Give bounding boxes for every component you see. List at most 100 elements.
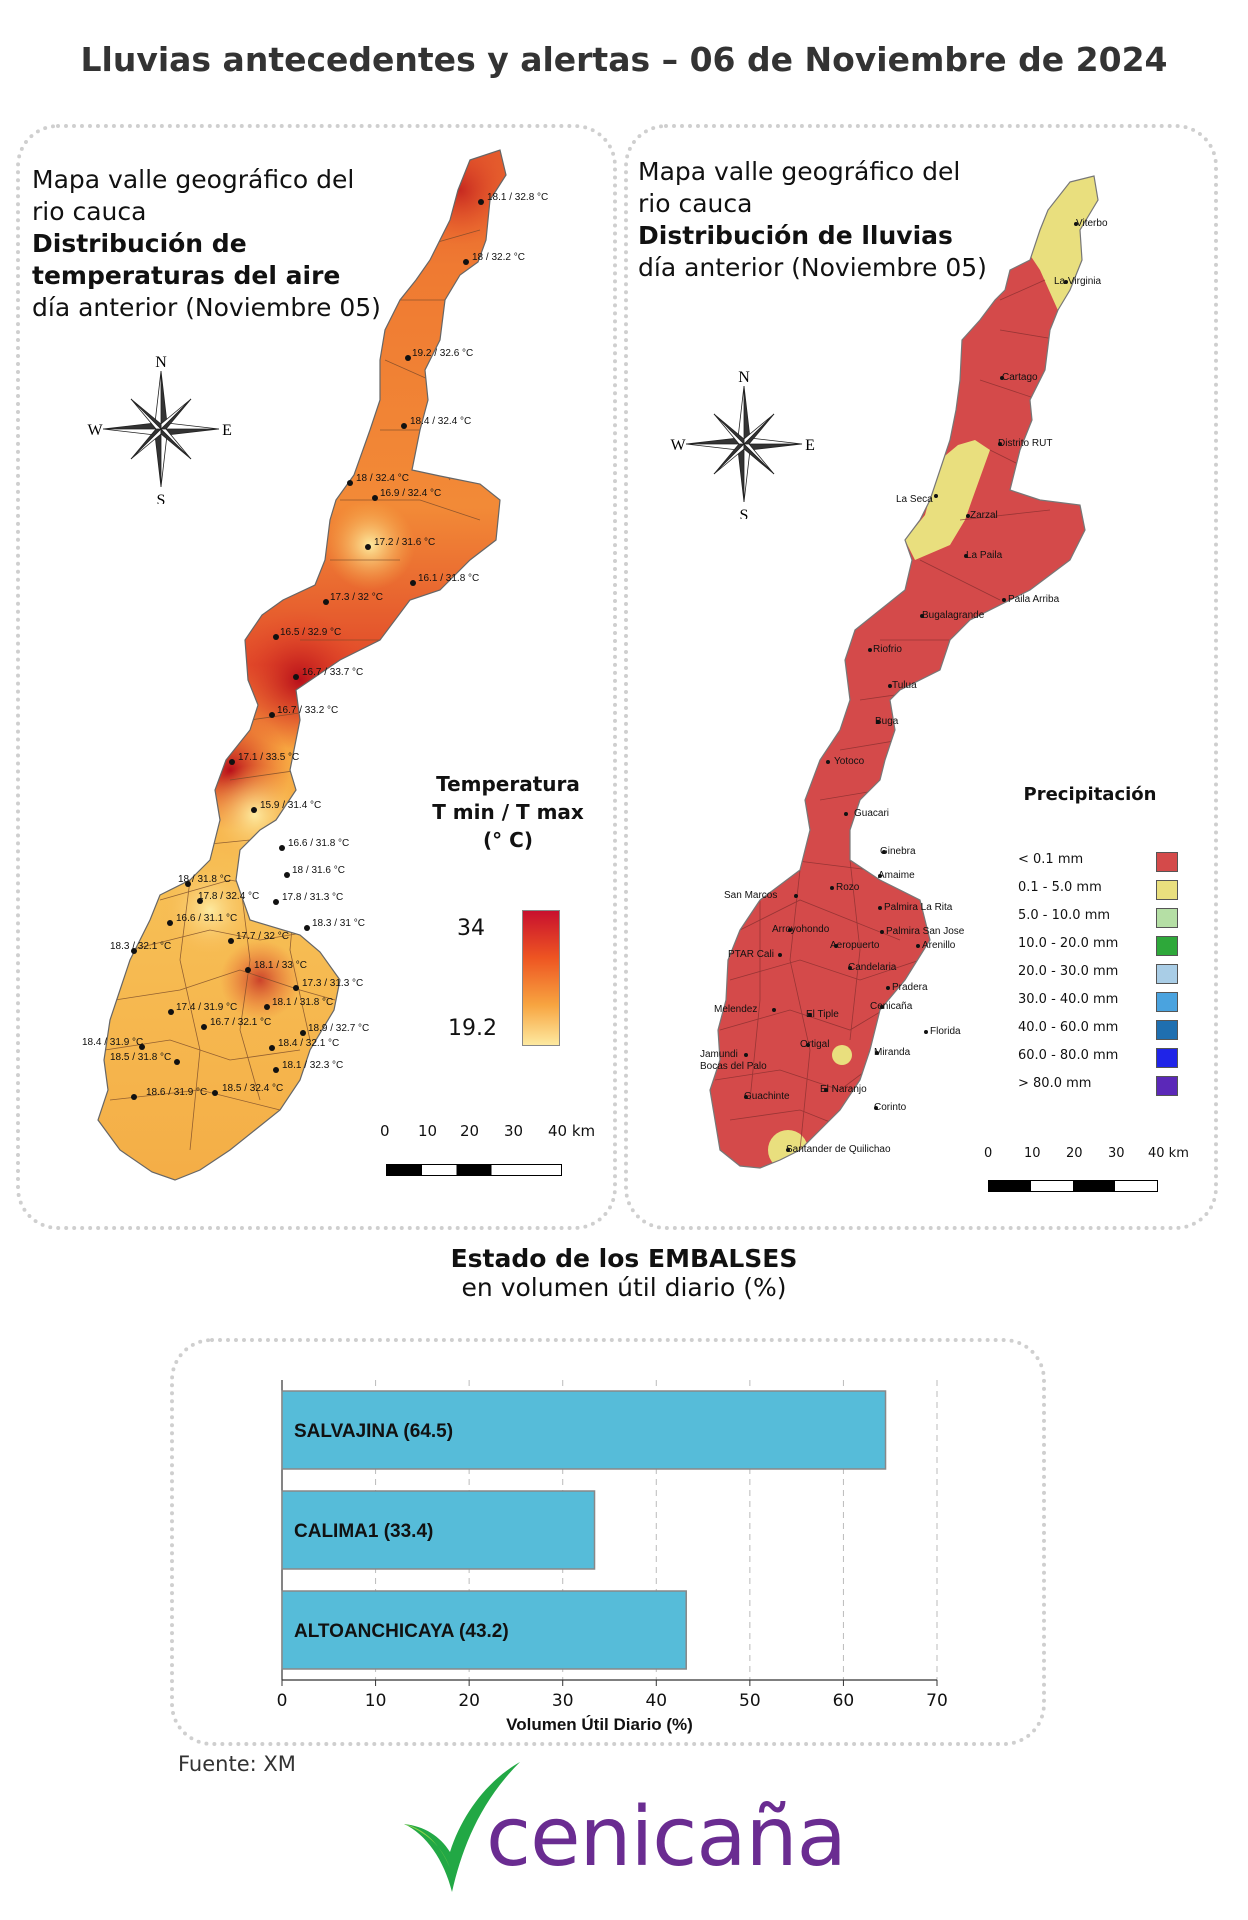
place-label: Palmira La Rita [884,902,953,913]
station-label: 16.6 / 31.8 °C [288,838,349,849]
station-label: 19.2 / 32.6 °C [412,348,473,359]
temperature-legend-title-2: T min / T max [432,800,584,824]
reservoirs-subtitle: en volumen útil diario (%) [461,1273,787,1302]
station-label: 17.3 / 31.3 °C [302,978,363,989]
reservoirs-bar-chart: 0 10 20 30 40 50 60 70 SALVAJINA (64.5) CALIMA1 (… [277,1380,948,1734]
place-marker [1064,280,1068,284]
station-label: 18 / 32.2 °C [472,252,525,263]
bar-label: ALTOANCHICAYA (43.2) [294,1621,509,1642]
temperature-legend-min: 19.2 [448,1016,497,1041]
place-marker [875,1051,879,1055]
station-marker [229,759,235,765]
x-tick-label: 20 [458,1691,480,1711]
place-marker [924,1030,928,1034]
bar-label: CALIMA1 (33.4) [294,1521,433,1542]
bar [281,1490,596,1570]
precip-legend-label: 0.1 - 5.0 mm [1018,880,1102,895]
scale-label: 30 [1108,1146,1125,1161]
compass-rose-icon: N S E W [87,354,231,504]
station-label: 18 / 31.8 °C [178,874,231,885]
reservoirs-title-text: Estado de los EMBALSES [450,1244,798,1273]
place-marker [888,684,892,688]
place-marker [880,1005,884,1009]
precip-legend-swatch [1156,908,1178,928]
place-marker [848,966,852,970]
temperature-legend-title: Temperatura T min / T max (° C) [408,770,608,854]
precip-legend-label: > 80.0 mm [1018,1076,1092,1091]
place-marker [916,944,920,948]
station-label: 18.6 / 31.9 °C [146,1087,207,1098]
place-label: Aeropuerto [830,940,880,951]
place-marker [1074,222,1078,226]
station-label: 18.3 / 32.1 °C [110,941,171,952]
station-marker [478,199,484,205]
station-label: 16.9 / 32.4 °C [380,488,441,499]
precip-legend-row: > 80.0 mm [1018,1074,1178,1096]
precip-legend-swatch [1156,992,1178,1012]
temperature-color-bar [522,910,560,1046]
station-marker [251,807,257,813]
place-marker [744,1095,748,1099]
place-marker [824,1088,828,1092]
x-tick-label: 50 [739,1691,761,1711]
station-label: 18.5 / 31.8 °C [110,1052,171,1063]
station-marker [401,423,407,429]
scale-label: 30 [504,1122,524,1140]
place-label: Amaime [878,870,915,881]
temperature-map: 18.1 / 32.8 °C 18 / 32.2 °C 19.2 / 32.6 °C… [82,149,548,1181]
place-label: Riofrio [873,644,902,655]
precip-legend-label: 30.0 - 40.0 mm [1018,992,1119,1007]
place-label: Buga [875,716,899,727]
place-label: Arenillo [922,940,956,951]
compass-s: S [740,507,749,519]
rain-map-subtitle: día anterior (Noviembre 05) [638,253,987,282]
rain-map-title-line1: Mapa valle geográfico del [638,157,961,186]
reservoirs-title: Estado de los EMBALSES en volumen útil d… [0,1244,1248,1302]
scale-label: 40 km [548,1122,596,1140]
place-marker [874,1106,878,1110]
rain-place-labels: Viterbo La Virginia Cartago Distrito RUT La … [700,218,1108,1155]
place-label: La Seca [896,494,933,505]
x-tick-label: 40 [645,1691,667,1711]
station-marker [279,845,285,851]
x-tick-label: 70 [926,1691,948,1711]
station-marker [168,1009,174,1015]
station-marker [323,599,329,605]
temperature-scale-labels: 0 10 20 30 40 km [380,1122,610,1142]
temperature-map-panel [16,124,617,1230]
station-label: 17.8 / 31.3 °C [282,892,343,903]
station-marker [201,1024,207,1030]
station-marker [273,1067,279,1073]
place-label: San Marcos [724,890,777,901]
place-marker [878,874,882,878]
station-marker [264,1004,270,1010]
precip-legend-swatch [1156,880,1178,900]
x-tick-label: 0 [277,1691,288,1711]
station-marker [365,544,371,550]
station-label: 18 / 31.6 °C [292,865,345,876]
place-label: Palmira San Jose [886,926,965,937]
station-label: 16.7 / 33.2 °C [277,705,338,716]
precip-legend-swatch [1156,1076,1178,1096]
station-marker [269,712,275,718]
station-label: 16.6 / 31.1 °C [176,913,237,924]
station-marker [372,495,378,501]
station-marker [300,1030,306,1036]
place-marker [868,648,872,652]
temperature-map-title-bold2: temperaturas del aire [32,261,341,290]
station-label: 18 / 32.4 °C [356,473,409,484]
station-marker [293,985,299,991]
station-marker [174,1059,180,1065]
rain-scale-bar [988,1180,1158,1192]
station-label: 16.1 / 31.8 °C [418,573,479,584]
place-marker [744,1053,748,1057]
station-label: 16.7 / 33.7 °C [302,667,363,678]
place-label: Paila Arriba [1008,594,1060,605]
station-marker [273,634,279,640]
station-label: 17.7 / 32 °C [236,931,289,942]
source-note: Fuente: XM [178,1752,296,1776]
compass-e: E [805,437,815,454]
scale-label: 20 [1066,1146,1083,1161]
bar [281,1390,887,1470]
station-label: 17.8 / 32.4 °C [198,891,259,902]
